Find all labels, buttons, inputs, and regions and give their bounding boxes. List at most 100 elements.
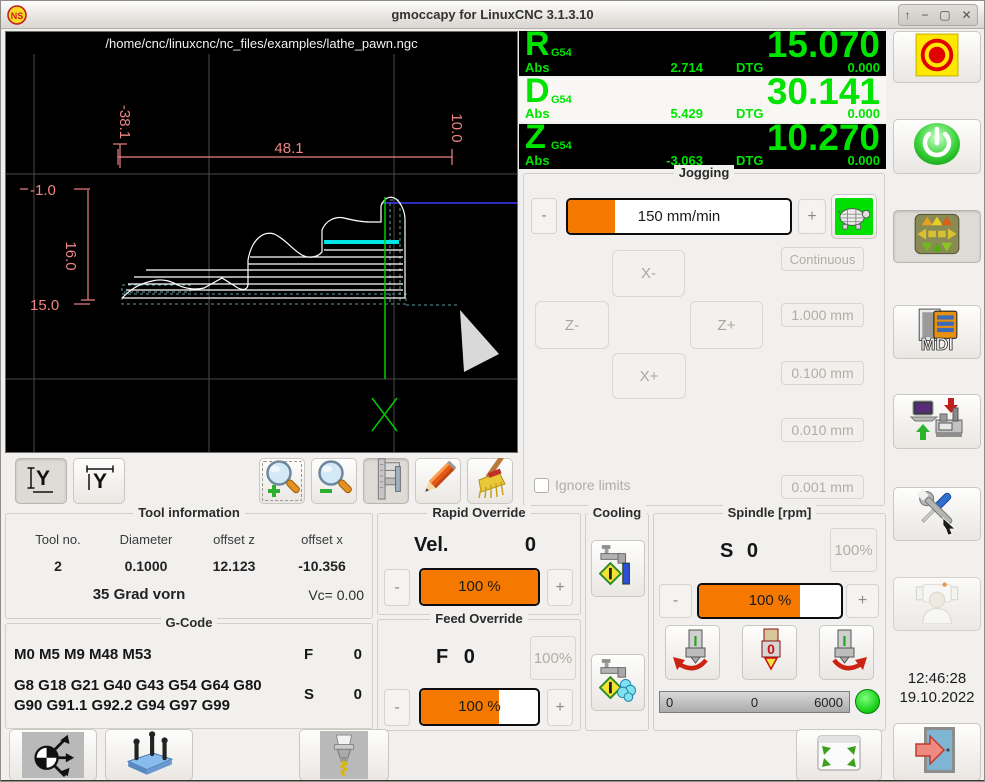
zoom-out-button[interactable] bbox=[311, 458, 357, 504]
dro-row-z[interactable]: Z G54 10.270 Abs -3.063 DTG 0.000 bbox=[519, 117, 886, 169]
spindle-reset-button[interactable]: 100% bbox=[830, 528, 877, 572]
increment-001mm-button[interactable]: 0.010 mm bbox=[781, 418, 864, 442]
tool-info-title: Tool information bbox=[6, 505, 372, 520]
fullscreen-button[interactable] bbox=[796, 729, 882, 781]
rpm-max: 6000 bbox=[814, 695, 843, 710]
ignore-limits-checkbox[interactable] bbox=[534, 478, 549, 493]
minimize-icon[interactable]: − bbox=[921, 8, 929, 22]
shade-icon[interactable]: ↑ bbox=[904, 8, 911, 22]
spindle-percent: 100 % bbox=[748, 592, 792, 609]
feed-reset-button[interactable]: 100% bbox=[530, 636, 576, 680]
s-value: 0 bbox=[353, 686, 362, 703]
dim-base-height: 15.0 bbox=[30, 297, 59, 314]
pencil-icon bbox=[417, 458, 459, 505]
feed-plus-button[interactable]: + bbox=[547, 689, 573, 726]
jog-speed-slider[interactable]: 150 mm/min bbox=[566, 198, 792, 235]
dim-y-top-button[interactable]: Y bbox=[73, 458, 125, 504]
spindle-at-speed-led bbox=[855, 689, 880, 714]
user-mode-button[interactable] bbox=[893, 577, 981, 631]
increment-01mm-button[interactable]: 0.100 mm bbox=[781, 361, 864, 385]
spindle-cw-button[interactable]: I bbox=[819, 625, 874, 680]
tool-change-icon bbox=[320, 731, 368, 779]
touch-plate-icon bbox=[122, 730, 176, 781]
app-logo-icon: NS bbox=[7, 5, 27, 30]
spindle-plus-button[interactable]: + bbox=[846, 584, 879, 618]
maximize-icon[interactable]: ▢ bbox=[939, 8, 951, 22]
feed-override-bar[interactable]: 100 % bbox=[419, 688, 540, 726]
jog-z-plus-button[interactable]: Z+ bbox=[690, 301, 763, 349]
exit-button[interactable] bbox=[893, 723, 981, 781]
abs-value: 2.714 bbox=[670, 60, 703, 75]
jog-x-minus-button[interactable]: X- bbox=[612, 250, 685, 297]
svg-text:Y: Y bbox=[36, 467, 50, 490]
dtg-label: DTG bbox=[736, 106, 764, 121]
abs-value: -3.063 bbox=[666, 153, 703, 168]
svg-text:0: 0 bbox=[767, 641, 775, 657]
machine-on-button[interactable] bbox=[893, 119, 981, 174]
abs-label: Abs bbox=[525, 106, 550, 121]
dim-y-top-icon: Y bbox=[81, 461, 117, 502]
mdi-mode-button[interactable]: MDI bbox=[893, 305, 981, 359]
axis-value: 10.270 bbox=[766, 117, 880, 158]
feed-fill bbox=[421, 690, 499, 724]
continuous-button[interactable]: Continuous bbox=[781, 247, 864, 271]
turtle-speed-button[interactable] bbox=[831, 194, 877, 239]
feed-minus-button[interactable]: - bbox=[384, 689, 410, 726]
axis-letter: R bbox=[525, 25, 550, 63]
rapid-minus-button[interactable]: - bbox=[384, 569, 410, 606]
rapid-plus-button[interactable]: + bbox=[547, 569, 573, 606]
dro-row-d[interactable]: D G54 30.141 Abs 5.429 DTG 0.000 bbox=[519, 71, 886, 122]
preview-canvas: -38.1 48.1 10.0 -1.0 16.0 15.0 bbox=[6, 54, 517, 452]
spindle-ccw-button[interactable]: I bbox=[665, 625, 720, 680]
tool-description: 35 Grad vorn bbox=[92, 586, 186, 603]
emergency-stop-button[interactable] bbox=[893, 31, 981, 83]
abs-label: Abs bbox=[525, 153, 550, 168]
touch-off-button[interactable] bbox=[9, 729, 97, 781]
turtle-icon bbox=[835, 198, 873, 235]
increment-1mm-button[interactable]: 1.000 mm bbox=[781, 303, 864, 327]
spindle-stop-button[interactable]: 0 bbox=[742, 625, 797, 680]
gcode-preview[interactable]: /home/cnc/linuxcnc/nc_files/examples/lat… bbox=[5, 31, 518, 453]
dro-row-r[interactable]: R G54 15.070 Abs 2.714 DTG 0.000 bbox=[519, 24, 886, 76]
spindle-override-bar[interactable]: 100 % bbox=[697, 583, 843, 619]
jog-speed-plus-button[interactable]: + bbox=[798, 199, 826, 234]
spindle-ccw-icon: I bbox=[670, 627, 716, 678]
titlebar[interactable]: NS gmoccapy for LinuxCNC 3.1.3.10 ↑ − ▢ … bbox=[1, 1, 984, 29]
jog-z-minus-button[interactable]: Z- bbox=[535, 301, 609, 349]
mist-button[interactable] bbox=[591, 540, 645, 597]
svg-text:MDI: MDI bbox=[921, 333, 954, 352]
axis-value: 30.141 bbox=[766, 71, 880, 112]
rapid-override-bar[interactable]: 100 % bbox=[419, 568, 540, 606]
power-icon bbox=[912, 121, 962, 172]
vel-label: Vel. bbox=[414, 534, 449, 556]
flood-button[interactable] bbox=[591, 654, 645, 711]
increment-0001mm-button[interactable]: 0.001 mm bbox=[781, 475, 864, 499]
coord-system: G54 bbox=[551, 94, 572, 106]
zoom-in-button[interactable] bbox=[259, 458, 305, 504]
rpm-min: 0 bbox=[666, 695, 674, 710]
clock: 12:46:28 19.10.2022 bbox=[893, 669, 981, 707]
diameter-header: Diameter bbox=[119, 532, 173, 547]
auto-mode-button[interactable] bbox=[893, 394, 981, 449]
axis-letter: Z bbox=[525, 118, 546, 156]
mist-icon bbox=[598, 542, 637, 595]
s-label: S bbox=[304, 686, 315, 703]
jog-x-plus-button[interactable]: X+ bbox=[612, 353, 686, 399]
edit-button[interactable] bbox=[415, 458, 461, 504]
exit-door-icon bbox=[915, 725, 959, 780]
close-icon[interactable]: ✕ bbox=[961, 8, 972, 22]
tool-info-panel: Tool information Tool no. Diameter offse… bbox=[5, 505, 373, 619]
settings-button[interactable] bbox=[893, 487, 981, 541]
tool-no-value: 2 bbox=[54, 558, 62, 574]
manual-mode-button[interactable] bbox=[893, 210, 981, 263]
rapid-fill bbox=[421, 570, 538, 604]
jog-speed-minus-button[interactable]: - bbox=[531, 198, 557, 234]
block-height-button[interactable] bbox=[105, 729, 193, 781]
dim-mid-height: 16.0 bbox=[62, 241, 79, 270]
window-bottom-edge bbox=[1, 780, 984, 781]
tool-change-button[interactable] bbox=[299, 729, 389, 781]
dim-y-left-button[interactable]: Y bbox=[15, 458, 67, 504]
measure-button[interactable] bbox=[363, 457, 409, 504]
clear-button[interactable] bbox=[467, 455, 513, 504]
spindle-minus-button[interactable]: - bbox=[659, 584, 692, 618]
